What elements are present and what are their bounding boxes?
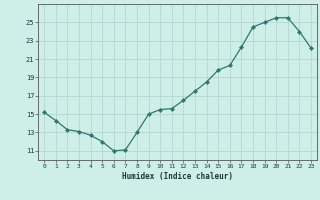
X-axis label: Humidex (Indice chaleur): Humidex (Indice chaleur) [122, 172, 233, 181]
